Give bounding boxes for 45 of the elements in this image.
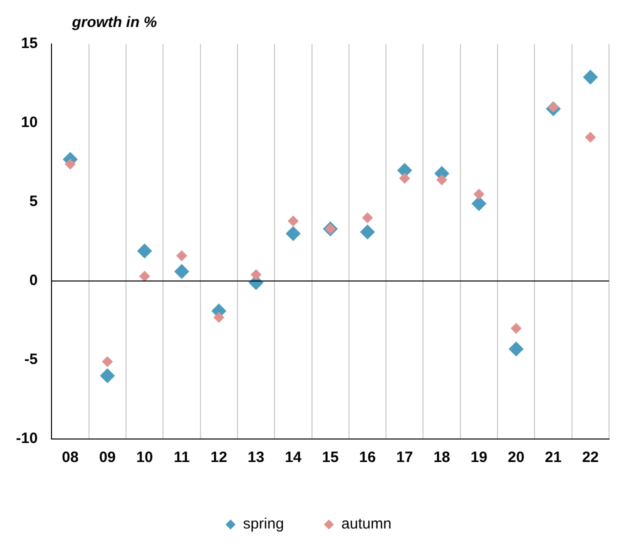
x-tick-label: 15 — [322, 449, 339, 466]
point — [139, 270, 150, 282]
point — [174, 264, 190, 280]
point — [286, 226, 301, 242]
legend-label: spring — [243, 516, 284, 533]
point — [471, 196, 486, 212]
y-tick-label: -5 — [24, 351, 38, 368]
x-tick-label: 17 — [396, 449, 413, 466]
legend-label: autumn — [341, 516, 392, 533]
y-tick-label: 15 — [20, 35, 38, 52]
x-tick-label: 20 — [508, 449, 524, 466]
point — [508, 341, 524, 356]
y-tick-label: -10 — [16, 430, 38, 448]
point — [473, 188, 484, 200]
x-tick-label: 21 — [544, 449, 562, 466]
point — [360, 224, 375, 240]
x-tick-label: 09 — [99, 449, 116, 466]
x-tick-label: 18 — [433, 449, 450, 466]
point — [399, 172, 410, 184]
x-tick-label: 11 — [174, 449, 190, 466]
x-tick-label: 10 — [136, 449, 153, 466]
point — [64, 158, 76, 170]
point — [176, 250, 188, 262]
point — [250, 269, 262, 280]
x-tick-label: 16 — [359, 449, 376, 466]
x-tick-label: 19 — [470, 449, 488, 466]
y-tick-label: 5 — [29, 193, 38, 210]
point — [288, 215, 299, 226]
x-tick-label: 08 — [62, 449, 79, 466]
y-axis-title: growth in % — [72, 14, 157, 31]
x-tick-label: 22 — [582, 449, 599, 466]
x-tick-label: 12 — [210, 449, 228, 466]
x-tick-label: 14 — [284, 449, 302, 466]
y-tick-label: 10 — [20, 114, 38, 132]
point — [582, 70, 598, 85]
point — [436, 174, 448, 186]
point — [137, 243, 152, 258]
y-tick-label: 0 — [29, 272, 38, 290]
point — [362, 212, 373, 224]
point — [102, 356, 113, 368]
point — [510, 322, 522, 334]
point — [100, 368, 115, 384]
point — [213, 312, 224, 323]
x-tick-label: 13 — [248, 449, 264, 466]
point — [584, 132, 596, 143]
